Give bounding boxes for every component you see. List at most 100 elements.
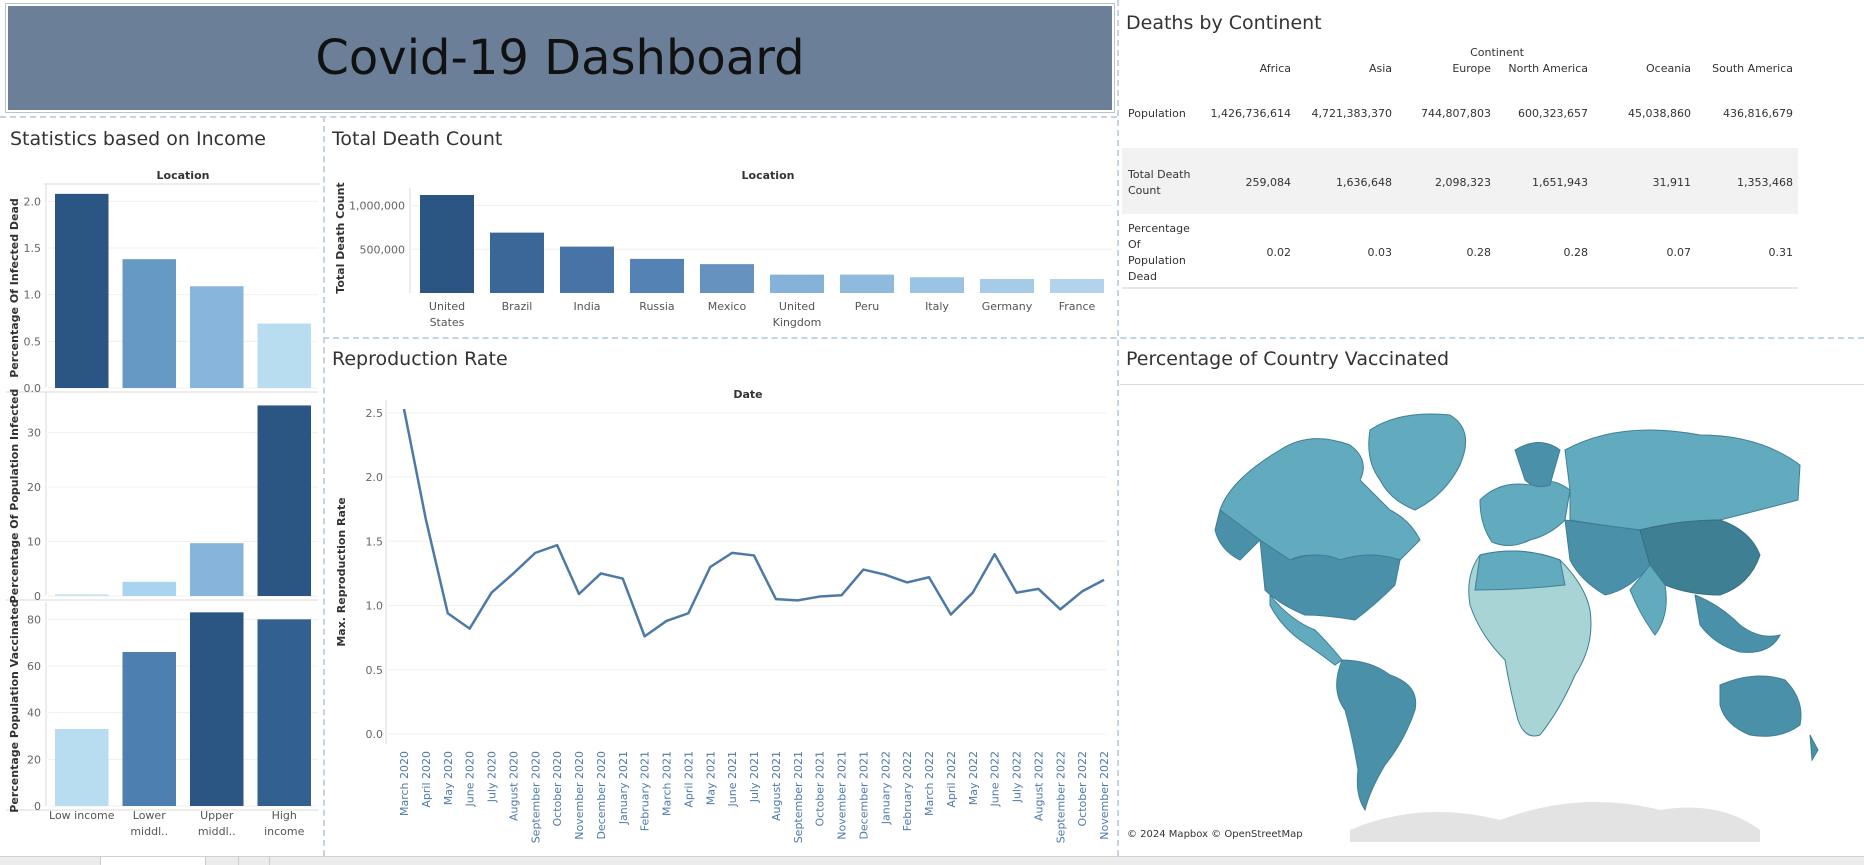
bottom-tab-active[interactable] bbox=[100, 857, 206, 865]
income-bar[interactable] bbox=[122, 581, 177, 596]
continent-row-label: Population bbox=[1128, 107, 1186, 120]
repro-x-tick: November 2020 bbox=[573, 751, 586, 840]
repro-x-tick: August 2020 bbox=[507, 751, 520, 821]
income-bar[interactable] bbox=[257, 619, 312, 806]
bottom-tab[interactable] bbox=[238, 857, 270, 865]
map-europe[interactable] bbox=[1479, 480, 1571, 546]
map-south-america[interactable] bbox=[1336, 659, 1417, 812]
continent-row-label: Percentage bbox=[1128, 222, 1190, 235]
income-category-label: Upper bbox=[200, 809, 234, 822]
income-y-tick: 0 bbox=[34, 800, 41, 813]
continent-cell: 0.31 bbox=[1769, 246, 1794, 259]
continent-cell: 600,323,657 bbox=[1518, 107, 1588, 120]
continent-cell: 31,911 bbox=[1653, 176, 1692, 189]
death-bar[interactable] bbox=[840, 274, 894, 293]
bottom-tab-strip bbox=[0, 856, 1864, 865]
map-russia[interactable] bbox=[1564, 429, 1801, 531]
continent-column-header: Africa bbox=[1260, 62, 1291, 75]
dashboard-title: Covid-19 Dashboard bbox=[315, 30, 805, 86]
map-india[interactable] bbox=[1629, 564, 1667, 636]
map-central-america[interactable] bbox=[1269, 593, 1343, 666]
death-y-tick: 500,000 bbox=[360, 243, 406, 256]
repro-chart: Date Max. Reproduction Rate 2.5 2.0 1.5 1.0… bbox=[335, 388, 1111, 843]
map-africa[interactable] bbox=[1468, 550, 1592, 737]
death-bar[interactable] bbox=[1050, 279, 1104, 293]
income-bar[interactable] bbox=[122, 259, 177, 388]
income-bar[interactable] bbox=[190, 612, 244, 806]
death-bar[interactable] bbox=[630, 258, 684, 293]
repro-x-tick: June 2021 bbox=[726, 751, 739, 807]
income-y-tick: 0.0 bbox=[24, 382, 42, 395]
repro-line[interactable] bbox=[402, 408, 1105, 638]
repro-x-tick: March 2020 bbox=[398, 751, 411, 816]
income-category-label: income bbox=[264, 825, 305, 838]
continent-column-header: Asia bbox=[1369, 62, 1392, 75]
income-bar[interactable] bbox=[257, 405, 312, 596]
death-bar[interactable] bbox=[420, 195, 474, 293]
map-middle-east[interactable] bbox=[1564, 519, 1651, 596]
map-top-rule bbox=[1120, 384, 1864, 385]
continent-row-label: Of bbox=[1128, 238, 1142, 251]
map-greenland[interactable] bbox=[1368, 413, 1467, 511]
income-y-tick: 0.5 bbox=[24, 335, 42, 348]
repro-x-tick: January 2022 bbox=[879, 751, 892, 825]
death-bar[interactable] bbox=[700, 264, 754, 293]
income-bar[interactable] bbox=[122, 652, 177, 806]
map-usa[interactable] bbox=[1259, 538, 1401, 621]
death-location-header: Location bbox=[742, 169, 795, 182]
repro-x-tick: July 2020 bbox=[486, 751, 499, 803]
map-china[interactable] bbox=[1639, 519, 1761, 596]
continent-column-header: Europe bbox=[1452, 62, 1491, 75]
map-alaska[interactable] bbox=[1214, 509, 1261, 561]
repro-x-tick: October 2021 bbox=[814, 751, 827, 827]
income-category-label: High bbox=[272, 809, 297, 822]
death-category-label: India bbox=[574, 300, 601, 313]
income-y-tick: 20 bbox=[27, 481, 41, 494]
continent-cell: 0.07 bbox=[1667, 246, 1692, 259]
repro-x-tick: November 2021 bbox=[836, 751, 849, 840]
income-location-header: Location bbox=[157, 169, 210, 182]
continent-cell: 1,353,468 bbox=[1737, 176, 1793, 189]
income-bar[interactable] bbox=[55, 193, 109, 388]
death-bar[interactable] bbox=[910, 277, 964, 293]
repro-x-tick: June 2020 bbox=[464, 751, 477, 807]
income-y-tick: 40 bbox=[27, 707, 41, 720]
repro-x-tick: April 2020 bbox=[420, 751, 433, 808]
map-scandinavia[interactable] bbox=[1514, 442, 1561, 488]
continent-row-label: Dead bbox=[1128, 270, 1157, 283]
income-ylabel: Percentage Of Population Infected bbox=[8, 389, 21, 604]
income-ylabel: Percentage Of Infected Dead bbox=[8, 198, 21, 378]
income-bar[interactable] bbox=[190, 286, 244, 388]
repro-x-tick: April 2022 bbox=[945, 751, 958, 808]
repro-x-tick: December 2020 bbox=[595, 751, 608, 840]
repro-date-header: Date bbox=[733, 388, 762, 401]
world-map[interactable] bbox=[1120, 390, 1864, 842]
divider-under-title bbox=[0, 116, 1117, 118]
continent-panel-title: Deaths by Continent bbox=[1126, 12, 1322, 34]
continent-table: Continent Africa Asia Europe North America O… bbox=[1122, 46, 1798, 289]
death-bar[interactable] bbox=[560, 246, 614, 293]
map-new-zealand[interactable] bbox=[1809, 734, 1819, 762]
death-bar[interactable] bbox=[770, 274, 824, 293]
income-category-label: middl.. bbox=[130, 825, 168, 838]
income-bar[interactable] bbox=[257, 323, 312, 388]
continent-table-body: Africa Asia Europe North America Oceania Sout… bbox=[1127, 62, 1793, 283]
death-bar[interactable] bbox=[490, 232, 544, 293]
repro-y-tick: 1.5 bbox=[366, 535, 384, 548]
repro-y-tick: 0.5 bbox=[366, 664, 384, 677]
map-australia[interactable] bbox=[1719, 675, 1802, 737]
income-bar[interactable] bbox=[55, 594, 109, 596]
continent-cell: 45,038,860 bbox=[1628, 107, 1691, 120]
repro-x-tick: March 2021 bbox=[661, 751, 674, 816]
repro-x-tick: August 2022 bbox=[1032, 751, 1045, 821]
income-bar[interactable] bbox=[190, 543, 244, 596]
continent-cell: 0.02 bbox=[1267, 246, 1292, 259]
death-bar[interactable] bbox=[980, 279, 1034, 293]
income-y-tick: 30 bbox=[27, 427, 41, 440]
income-bar[interactable] bbox=[55, 729, 109, 806]
repro-x-tick: March 2022 bbox=[923, 751, 936, 816]
income-category-label: Lower bbox=[133, 809, 166, 822]
map-north-africa[interactable] bbox=[1474, 550, 1566, 591]
repro-x-tick: May 2021 bbox=[704, 751, 717, 805]
map-southeast-asia[interactable] bbox=[1694, 594, 1781, 653]
